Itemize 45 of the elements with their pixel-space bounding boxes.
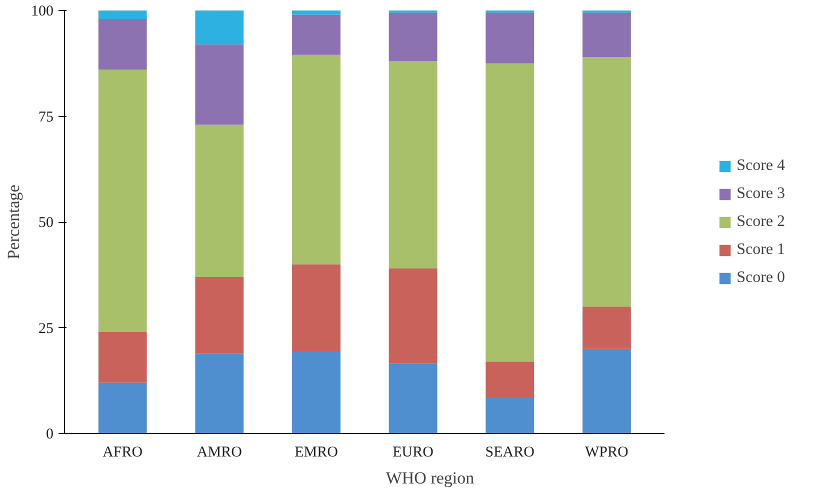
y-tick-label: 75 bbox=[38, 109, 54, 126]
bar bbox=[486, 12, 534, 64]
bar bbox=[486, 362, 534, 398]
bar bbox=[292, 14, 340, 55]
bar bbox=[98, 18, 147, 70]
legend-label: Score 2 bbox=[736, 212, 785, 230]
bar bbox=[195, 44, 244, 125]
x-tick-label: AMRO bbox=[196, 444, 242, 460]
bar bbox=[388, 61, 438, 269]
bar bbox=[292, 351, 340, 434]
legend-label: Score 1 bbox=[736, 240, 785, 258]
legend-label: Score 3 bbox=[736, 184, 785, 202]
bar bbox=[195, 10, 244, 44]
bar bbox=[292, 54, 340, 264]
bar bbox=[486, 398, 534, 434]
bar bbox=[98, 382, 147, 434]
bar bbox=[388, 12, 438, 62]
legend-label: Score 4 bbox=[736, 156, 785, 174]
bar bbox=[98, 70, 147, 332]
bar bbox=[582, 12, 631, 58]
bar bbox=[388, 268, 438, 364]
x-tick-label: EMRO bbox=[294, 444, 338, 460]
bar bbox=[195, 276, 244, 354]
y-axis-title: Percentage bbox=[4, 184, 23, 260]
x-tick-label: EURO bbox=[392, 444, 434, 460]
x-tick-label: SEARO bbox=[485, 444, 535, 460]
legend-label: Score 0 bbox=[736, 268, 785, 286]
bar bbox=[486, 63, 534, 362]
bar bbox=[582, 57, 631, 307]
x-tick-label: AFRO bbox=[102, 444, 143, 460]
bar bbox=[195, 353, 244, 434]
x-tick-label: WPRO bbox=[585, 444, 629, 460]
bar bbox=[195, 124, 244, 277]
y-tick-label: 50 bbox=[38, 215, 54, 231]
y-tick-label: 25 bbox=[38, 320, 54, 337]
y-tick-label: 100 bbox=[31, 4, 54, 20]
bar bbox=[98, 10, 147, 19]
bar bbox=[98, 332, 147, 383]
bar bbox=[582, 348, 631, 434]
bar bbox=[292, 264, 340, 352]
y-tick-label: 0 bbox=[46, 426, 54, 442]
bar bbox=[292, 10, 340, 15]
bar bbox=[388, 364, 438, 434]
bar bbox=[582, 306, 631, 349]
x-axis-title: WHO region bbox=[386, 468, 475, 488]
